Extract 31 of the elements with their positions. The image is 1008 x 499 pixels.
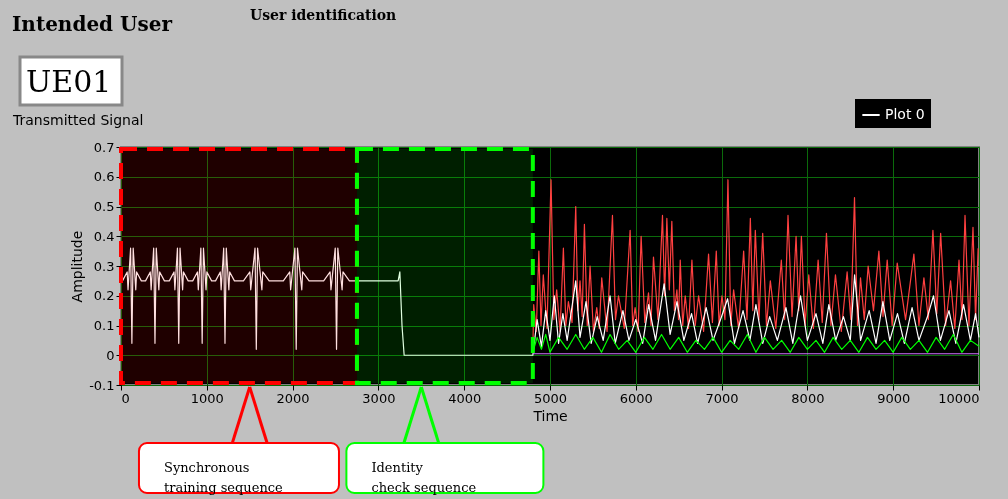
text: Intended User: [12, 12, 173, 36]
line-series: [532, 333, 980, 353]
x-tick-label: 2000: [276, 390, 310, 406]
y-axis-title: Amplitude: [69, 230, 86, 303]
y-tick-label: 0.4: [93, 228, 115, 244]
y-tick-label: 0.7: [93, 139, 115, 155]
x-tick-label: 3000: [362, 390, 396, 406]
text: Transmitted Signal: [12, 112, 144, 128]
legend-label: Plot 0: [885, 106, 925, 122]
x-tick-label: 1000: [190, 390, 224, 406]
x-tick-label: 7000: [705, 390, 739, 406]
x-tick-label: 0: [121, 390, 130, 406]
y-tick-label: 0.3: [93, 258, 115, 274]
x-tick-label: 9000: [877, 390, 911, 406]
x-tick-label: 10000: [938, 390, 980, 406]
x-tick-label: 4000: [448, 390, 482, 406]
x-tick-label: 6000: [619, 390, 653, 406]
y-tick-label: 0: [106, 347, 115, 363]
x-tick-label: 8000: [791, 390, 825, 406]
text: UE01: [26, 64, 112, 99]
line-series: [120, 247, 980, 356]
text: User identification: [250, 7, 397, 23]
band-label: Identity check sequence: [371, 460, 477, 495]
y-tick-label: 0.5: [93, 199, 115, 214]
y-tick-label: -0.1: [89, 377, 115, 393]
y-tick-label: 0.6: [93, 169, 115, 185]
band-label: Synchronous training sequence: [163, 460, 284, 495]
y-tick-label: 0.1: [93, 318, 115, 333]
y-tick-label: 0.2: [93, 288, 115, 304]
x-tick-label: 5000: [533, 390, 568, 406]
x-axis-title: Time: [532, 407, 568, 424]
